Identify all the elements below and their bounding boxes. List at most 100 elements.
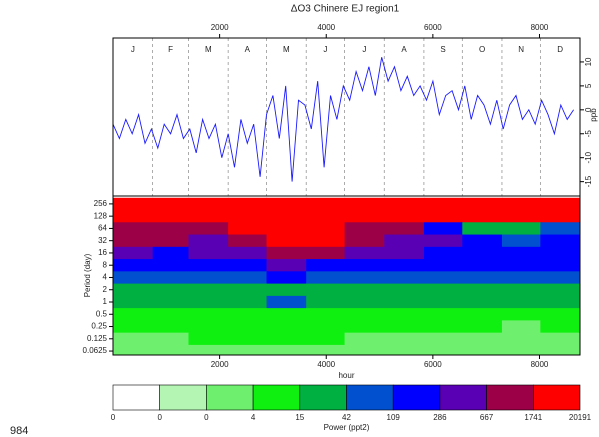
power-cell <box>501 271 541 285</box>
y-tick-label: 5 <box>584 83 593 88</box>
power-cell <box>188 197 229 211</box>
power-cell <box>188 283 229 297</box>
power-cell <box>501 197 541 211</box>
power-cell <box>423 308 463 321</box>
power-cell <box>266 271 307 285</box>
x-tick-label: 2000 <box>211 23 229 32</box>
power-cell <box>462 222 503 236</box>
y-tick-label: 0.25 <box>91 322 107 331</box>
power-cell <box>113 197 154 211</box>
y-tick-label: 256 <box>94 199 108 208</box>
power-cell <box>344 222 385 236</box>
power-cell <box>228 344 268 355</box>
power-cell <box>266 308 307 321</box>
power-cell <box>266 246 307 260</box>
power-cell <box>152 332 189 346</box>
power-cell <box>113 295 154 309</box>
month-label: M <box>205 45 212 54</box>
y-tick-label: -10 <box>584 151 593 163</box>
colorbar-box <box>439 384 487 411</box>
power-cell <box>423 320 463 334</box>
power-cell <box>344 246 385 260</box>
power-cell <box>501 308 541 321</box>
power-cell <box>540 295 580 309</box>
power-cell <box>501 246 541 260</box>
wavelet-spectrum <box>113 197 580 355</box>
power-cell <box>540 320 580 334</box>
power-cell <box>228 234 268 248</box>
power-cell <box>113 234 154 248</box>
colorbar-box <box>299 384 347 411</box>
colorbar-box <box>112 384 161 411</box>
month-label: N <box>518 45 524 54</box>
power-cell <box>462 295 503 309</box>
power-cell <box>228 259 268 272</box>
power-cell <box>423 197 463 211</box>
power-cell <box>423 295 463 309</box>
y-tick-label: 0.125 <box>87 334 108 343</box>
power-cell <box>152 344 189 355</box>
power-cell <box>188 210 229 223</box>
power-cell <box>188 344 229 355</box>
power-cell <box>152 271 189 285</box>
y-tick-label: 2 <box>103 285 108 294</box>
power-cell <box>384 332 425 346</box>
panel-frame <box>112 195 581 356</box>
power-cell <box>152 246 189 260</box>
y-tick-label: 128 <box>94 211 108 220</box>
colorbar-label: 1741 <box>524 413 542 422</box>
colorbar-box <box>252 384 301 411</box>
power-cell <box>266 320 307 334</box>
y-tick-label: 4 <box>103 273 108 282</box>
y-tick-label: 8 <box>103 260 108 269</box>
power-cell <box>266 295 307 309</box>
power-cell <box>423 234 463 248</box>
power-cell <box>540 222 580 236</box>
power-cell <box>188 320 229 334</box>
x-tick-label: 6000 <box>424 360 442 369</box>
power-cell <box>152 259 189 272</box>
y-tick-label: -5 <box>584 130 593 138</box>
power-cell <box>306 259 346 272</box>
power-cell <box>462 332 503 346</box>
colorbar-label: 4 <box>251 413 256 422</box>
power-cell <box>540 234 580 248</box>
power-cell <box>306 295 346 309</box>
colorbar-label: 0 <box>157 413 162 422</box>
power-cell <box>113 320 154 334</box>
y-axis-title: Period (day) <box>83 253 92 297</box>
power-cell <box>266 210 307 223</box>
power-cell <box>384 295 425 309</box>
power-cell <box>344 295 385 309</box>
power-cell <box>423 271 463 285</box>
power-cell <box>462 234 503 248</box>
power-cell <box>228 308 268 321</box>
power-cell <box>152 295 189 309</box>
power-cell <box>540 246 580 260</box>
power-cell <box>306 283 346 297</box>
power-cell <box>188 332 229 346</box>
x-tick-label: 8000 <box>531 360 549 369</box>
power-cell <box>188 295 229 309</box>
power-cell <box>384 271 425 285</box>
power-cell <box>228 271 268 285</box>
power-cell <box>113 259 154 272</box>
power-cell <box>344 283 385 297</box>
power-cell <box>188 271 229 285</box>
colorbar-title: Power (ppt2) <box>324 423 370 432</box>
power-cell <box>384 344 425 355</box>
power-cell <box>462 197 503 211</box>
power-cell <box>188 259 229 272</box>
power-cell <box>501 332 541 346</box>
colorbar-label: 42 <box>342 413 351 422</box>
y-tick-label: 16 <box>98 248 107 257</box>
power-cell <box>228 246 268 260</box>
colorbar-box <box>532 384 581 411</box>
y-axis-title: ppb <box>589 108 598 122</box>
y-tick-label: 1 <box>103 297 108 306</box>
power-cell <box>501 295 541 309</box>
power-cell <box>423 283 463 297</box>
colorbar-label: 15 <box>295 413 304 422</box>
panel-frame <box>112 37 581 197</box>
